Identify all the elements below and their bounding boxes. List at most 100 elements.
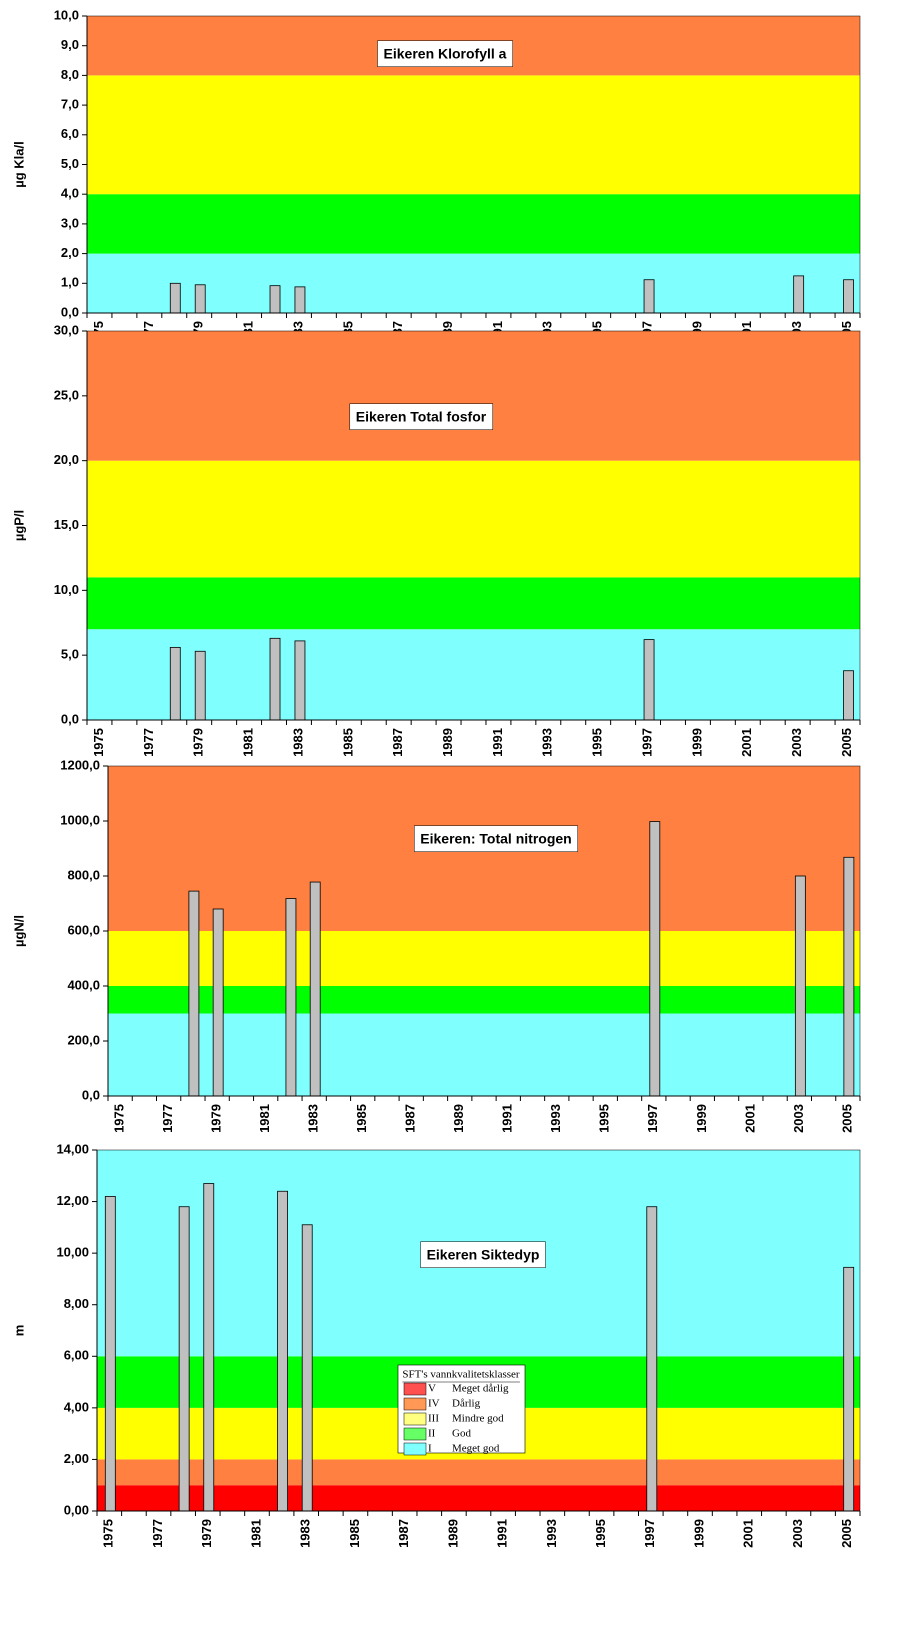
legend-label: Mindre god — [452, 1413, 504, 1425]
x-tick-label: 1983 — [298, 1519, 313, 1548]
y-tick-label: 400,0 — [67, 977, 100, 992]
x-tick-label: 1999 — [689, 728, 704, 757]
x-tick-label: 1999 — [691, 1519, 706, 1548]
legend-label: Dårlig — [452, 1398, 481, 1410]
chart-title: Eikeren Siktedyp — [427, 1247, 540, 1263]
x-tick-label: 2005 — [839, 1519, 854, 1548]
bar — [643, 639, 655, 721]
x-tick-label: 1975 — [101, 1519, 116, 1548]
y-tick-label: 7,0 — [61, 97, 79, 112]
title-box — [349, 403, 494, 430]
legend-swatch — [403, 1442, 427, 1456]
y-tick-label: 5,0 — [61, 156, 79, 171]
y-tick-label: 4,0 — [61, 186, 79, 201]
legend-swatch — [403, 1397, 427, 1411]
legend-class: V — [428, 1383, 436, 1395]
x-tick-label: 1989 — [445, 1519, 460, 1548]
x-tick-label: 1991 — [490, 728, 505, 757]
x-tick-label: 1993 — [540, 728, 555, 757]
y-tick-label: 1000,0 — [60, 812, 100, 827]
x-tick-label: 1999 — [694, 1104, 709, 1133]
title-box — [414, 825, 578, 852]
bar — [294, 286, 306, 314]
x-tick-label: 1979 — [199, 1519, 214, 1548]
y-tick-label: 4,00 — [64, 1399, 89, 1414]
y-tick-label: 2,00 — [64, 1451, 89, 1466]
chart: 0,0 200,0 400,0 600,0 800,0 1000,0 1200,0 1975 1… — [11, 757, 861, 1133]
legend-swatch — [403, 1427, 427, 1441]
bar — [104, 1196, 116, 1512]
bar — [212, 908, 224, 1097]
plot-frame — [86, 330, 861, 721]
bar — [194, 284, 206, 314]
x-tick-label: 1981 — [257, 1104, 272, 1133]
y-tick-label: 8,00 — [64, 1296, 89, 1311]
y-tick-label: 25,0 — [54, 387, 79, 402]
bar — [643, 279, 655, 314]
y-tick-label: 15,0 — [54, 517, 79, 532]
x-tick-label: 1995 — [590, 728, 605, 757]
y-tick-label: 0,0 — [61, 304, 79, 319]
legend-swatch — [403, 1382, 427, 1396]
x-tick-label: 1997 — [642, 1519, 657, 1548]
x-tick-label: 1989 — [451, 1104, 466, 1133]
x-tick-label: 1975 — [112, 1104, 127, 1133]
y-tick-label: 600,0 — [67, 922, 100, 937]
quality-band — [87, 331, 860, 461]
bar — [843, 1266, 855, 1512]
quality-band — [87, 253, 860, 313]
plot-frame — [107, 765, 861, 1097]
bar — [277, 1190, 288, 1512]
chart: 0,00 2,00 4,00 6,00 8,00 10,00 12,00 14,00 1975 1… — [11, 1141, 861, 1548]
bar — [294, 640, 306, 721]
y-axis-label: µgP/l — [11, 510, 26, 541]
x-tick-label: 1985 — [340, 728, 355, 757]
x-tick-label: 1991 — [500, 1104, 515, 1133]
y-tick-label: 0,0 — [82, 1087, 100, 1102]
x-tick-label: 1975 — [91, 728, 106, 757]
chart-title: Eikeren: Total nitrogen — [420, 831, 571, 847]
x-tick-label: 1979 — [191, 728, 206, 757]
title-box — [377, 40, 513, 67]
x-tick-label: 1983 — [306, 1104, 321, 1133]
y-tick-label: 6,0 — [61, 126, 79, 141]
y-tick-label: 10,0 — [54, 7, 79, 22]
bar — [843, 279, 854, 314]
quality-band — [97, 1485, 860, 1511]
bar — [301, 1224, 313, 1512]
chart: 0,01,02,03,04,05,06,07,08,09,010,0197519… — [11, 7, 861, 350]
bar — [309, 881, 321, 1097]
bar — [269, 637, 281, 721]
y-tick-label: 8,0 — [61, 67, 79, 82]
bar — [843, 856, 855, 1097]
bar — [203, 1183, 215, 1512]
bar — [188, 890, 200, 1097]
x-tick-label: 1995 — [597, 1104, 612, 1133]
bar — [269, 285, 281, 314]
x-tick-label: 1993 — [544, 1519, 559, 1548]
chart-title: Eikeren Total fosfor — [356, 409, 487, 425]
x-tick-label: 1987 — [396, 1519, 411, 1548]
quality-band — [97, 1459, 860, 1486]
bar — [843, 670, 854, 721]
bar — [169, 646, 181, 721]
x-tick-label: 1977 — [141, 728, 156, 757]
y-tick-label: 1200,0 — [60, 757, 100, 772]
legend-swatch — [403, 1412, 427, 1426]
bar — [793, 275, 805, 314]
x-tick-label: 1993 — [548, 1104, 563, 1133]
x-tick-label: 1981 — [248, 1519, 263, 1548]
x-tick-label: 2005 — [839, 728, 854, 757]
x-tick-label: 2003 — [789, 728, 804, 757]
quality-band — [108, 986, 860, 1014]
bar — [178, 1206, 190, 1512]
x-tick-label: 1989 — [440, 728, 455, 757]
x-tick-label: 1997 — [639, 728, 654, 757]
x-tick-label: 1987 — [390, 728, 405, 757]
chart-title: Eikeren Klorofyll a — [384, 46, 507, 62]
x-tick-label: 1985 — [347, 1519, 362, 1548]
x-tick-label: 2001 — [739, 728, 754, 757]
x-tick-label: 2005 — [839, 1104, 854, 1133]
quality-band — [87, 194, 860, 254]
title-box — [420, 1241, 546, 1268]
